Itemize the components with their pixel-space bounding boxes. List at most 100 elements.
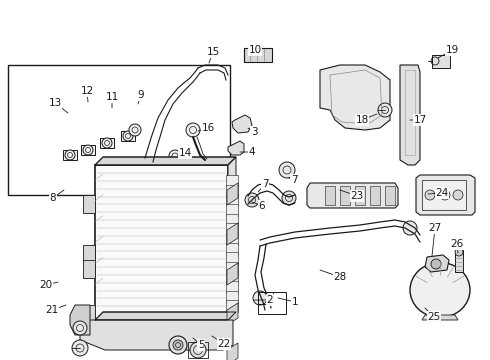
Text: 17: 17 xyxy=(410,115,427,125)
Polygon shape xyxy=(355,186,365,205)
Text: 21: 21 xyxy=(46,305,66,315)
Bar xyxy=(244,48,272,62)
Polygon shape xyxy=(227,303,238,325)
Circle shape xyxy=(253,291,267,305)
Polygon shape xyxy=(422,315,458,320)
Circle shape xyxy=(378,103,392,117)
Text: 16: 16 xyxy=(198,123,215,133)
Circle shape xyxy=(129,124,141,136)
Bar xyxy=(226,204,238,216)
Polygon shape xyxy=(227,263,238,285)
Text: 27: 27 xyxy=(428,223,441,256)
Circle shape xyxy=(455,248,463,256)
Circle shape xyxy=(83,145,93,155)
Text: 7: 7 xyxy=(289,175,297,185)
Circle shape xyxy=(431,259,441,269)
Polygon shape xyxy=(95,312,236,320)
Polygon shape xyxy=(227,183,238,205)
Bar xyxy=(226,213,238,226)
Bar xyxy=(81,145,95,155)
Text: 5: 5 xyxy=(193,338,204,350)
Bar xyxy=(188,342,208,358)
Text: 24: 24 xyxy=(428,188,449,198)
Text: 2: 2 xyxy=(254,295,273,305)
Circle shape xyxy=(73,321,87,335)
Text: 8: 8 xyxy=(49,190,64,203)
Polygon shape xyxy=(320,65,390,130)
Bar xyxy=(226,262,238,274)
Circle shape xyxy=(123,131,133,141)
Polygon shape xyxy=(232,115,252,133)
Circle shape xyxy=(453,190,463,200)
Text: 9: 9 xyxy=(138,90,145,104)
Text: 6: 6 xyxy=(252,201,265,211)
Bar xyxy=(226,291,238,303)
Bar xyxy=(226,185,238,197)
Circle shape xyxy=(425,190,435,200)
Text: 14: 14 xyxy=(178,148,192,158)
Polygon shape xyxy=(95,157,236,165)
Text: 4: 4 xyxy=(240,147,255,157)
Polygon shape xyxy=(80,320,233,350)
Text: 1: 1 xyxy=(278,297,298,307)
Bar xyxy=(63,150,77,160)
Polygon shape xyxy=(83,195,95,213)
Bar xyxy=(226,194,238,206)
Text: 11: 11 xyxy=(105,92,119,108)
Bar xyxy=(258,292,286,314)
Circle shape xyxy=(279,162,295,178)
Bar xyxy=(432,55,450,68)
Polygon shape xyxy=(416,175,475,215)
Circle shape xyxy=(102,138,112,148)
Text: 15: 15 xyxy=(206,47,220,63)
Text: 10: 10 xyxy=(248,45,262,56)
Polygon shape xyxy=(325,186,335,205)
Text: 12: 12 xyxy=(80,86,94,102)
Polygon shape xyxy=(70,305,90,335)
Polygon shape xyxy=(370,186,380,205)
Bar xyxy=(226,271,238,283)
Text: 26: 26 xyxy=(450,239,464,253)
Text: 22: 22 xyxy=(212,336,231,349)
Bar xyxy=(8,65,230,195)
Circle shape xyxy=(169,336,187,354)
Circle shape xyxy=(72,340,88,356)
Circle shape xyxy=(190,342,206,358)
Bar xyxy=(258,292,273,304)
Bar xyxy=(226,281,238,293)
Polygon shape xyxy=(400,65,420,165)
Bar xyxy=(226,252,238,264)
Text: 20: 20 xyxy=(39,280,58,290)
Text: 19: 19 xyxy=(438,45,459,58)
Text: 18: 18 xyxy=(355,114,377,125)
Circle shape xyxy=(440,190,450,200)
Text: 23: 23 xyxy=(340,190,364,201)
Polygon shape xyxy=(307,183,398,208)
Circle shape xyxy=(169,150,181,162)
Bar xyxy=(226,175,238,187)
Circle shape xyxy=(245,193,259,207)
Circle shape xyxy=(282,191,296,205)
Polygon shape xyxy=(227,343,238,360)
Ellipse shape xyxy=(410,262,470,318)
Bar xyxy=(226,223,238,235)
Bar xyxy=(422,180,466,210)
Circle shape xyxy=(173,340,183,350)
Bar xyxy=(455,250,463,272)
Circle shape xyxy=(65,150,75,160)
Text: 3: 3 xyxy=(248,127,257,137)
Bar xyxy=(226,300,238,312)
Bar xyxy=(95,165,228,320)
Polygon shape xyxy=(340,186,350,205)
Polygon shape xyxy=(83,245,95,263)
Circle shape xyxy=(186,123,200,137)
Text: 7: 7 xyxy=(258,179,269,192)
Text: 28: 28 xyxy=(320,270,346,282)
Bar xyxy=(100,138,114,148)
Polygon shape xyxy=(385,186,395,205)
Polygon shape xyxy=(83,305,95,323)
Bar xyxy=(226,243,238,255)
Bar xyxy=(226,233,238,245)
Polygon shape xyxy=(425,255,449,272)
Text: 25: 25 xyxy=(425,308,441,322)
